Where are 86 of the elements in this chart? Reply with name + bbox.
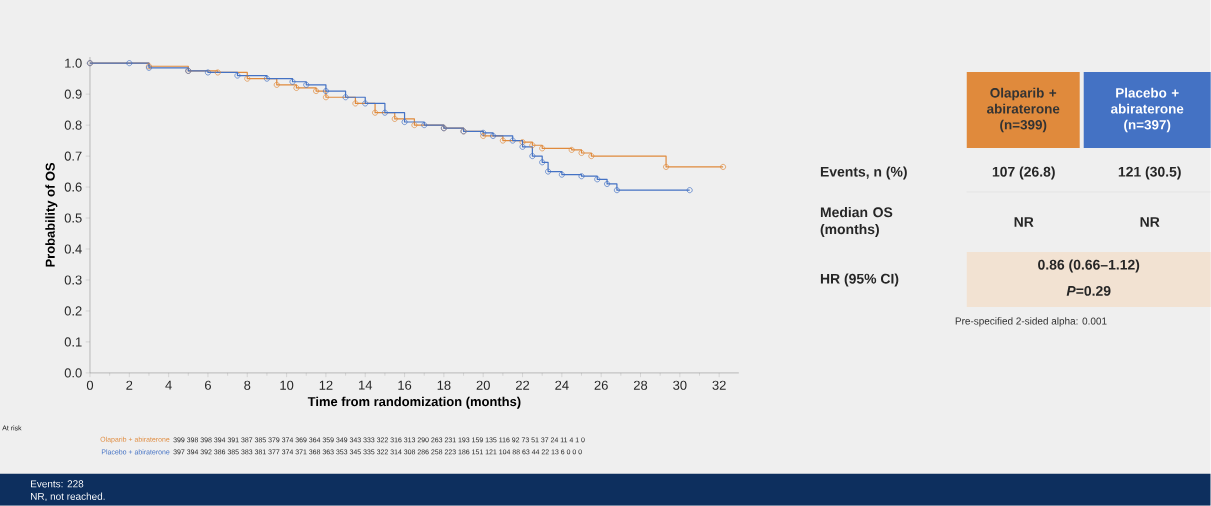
point [499,137,506,144]
text: Pre-specified 2-sided alpha: 0.001 [955,317,1107,327]
x-axis-title: Time from randomization (months) [307,396,521,409]
point [126,60,133,67]
text: Median OS (months) [820,207,893,237]
point [568,147,575,153]
point [578,150,585,156]
text: 107 (26.8) [992,166,1055,180]
point [509,137,516,144]
x-tick-label: 10 [280,380,294,390]
text: NR [1014,217,1034,227]
text: P=0.29 [1066,286,1111,296]
x-tick-label: 16 [398,380,412,390]
point [352,100,359,107]
x-tick-label: 30 [673,380,687,390]
x-tick-label: 18 [437,380,451,390]
point [529,153,536,160]
point [490,133,496,139]
text: Placebo + abiraterone (n=397) [1110,87,1184,133]
text: 0.86 (0.66–1.12) [1038,259,1140,273]
point [594,176,601,183]
point [372,109,379,116]
x-tick-label: 28 [633,380,648,390]
point [381,109,388,116]
point [322,94,329,101]
text: Events: 228 [31,480,84,488]
y-tick-label: 0.8 [64,120,82,130]
y-tick-label: 0.7 [64,151,82,161]
point [214,69,221,76]
y-tick-label: 0.1 [64,337,82,347]
point [529,142,536,149]
point [205,69,211,76]
point [578,173,585,180]
x-tick-label: 24 [555,380,569,390]
point [519,139,526,146]
x-tick-label: 4 [165,380,172,390]
y-tick-label: 0.9 [64,89,82,99]
point [421,122,428,129]
y-tick-label: 0.5 [64,213,82,223]
x-tick-label: 22 [515,380,530,390]
x-tick-label: 6 [205,380,211,390]
point [558,171,565,178]
point [663,164,670,170]
point [539,159,546,166]
point [539,145,546,152]
point [519,143,526,150]
text: 121 (30.5) [1118,166,1181,180]
x-tick-label: 0 [86,380,94,390]
text: Events, n (%) [820,166,907,180]
text: HR (95% CI) [820,273,899,287]
x-tick-label: 2 [126,380,133,390]
y-tick-label: 1.0 [65,58,82,68]
point [234,72,241,79]
point [342,94,349,101]
point [545,168,552,175]
point [263,75,270,82]
point [401,119,408,126]
x-tick-label: 12 [319,380,333,390]
point [313,88,320,95]
point [391,116,398,122]
point [613,187,620,194]
x-tick-label: 14 [359,380,373,390]
x-tick-label: 26 [594,380,608,390]
point [411,122,418,129]
text: NR, not reached. [31,492,105,502]
y-tick-label: 0.3 [64,275,82,285]
point [289,78,296,85]
x-tick-label: 8 [244,380,251,390]
y-tick-label: 0.2 [64,306,82,316]
x-tick-label: 32 [712,380,726,390]
point [303,81,310,88]
point [244,75,251,82]
text: Olaparib + abiraterone (n=399) [987,87,1060,133]
point [362,100,369,107]
point [604,181,611,187]
point [293,85,300,91]
y-axis-title: Probability of OS [45,162,58,267]
point [588,153,595,160]
point [480,129,487,136]
point [322,88,329,95]
text: NR [1140,217,1160,227]
y-tick-label: 0.0 [64,368,82,378]
y-tick-label: 0.4 [64,244,82,254]
x-tick-label: 20 [476,380,490,390]
point [273,81,280,88]
y-tick-label: 0.6 [64,182,82,192]
